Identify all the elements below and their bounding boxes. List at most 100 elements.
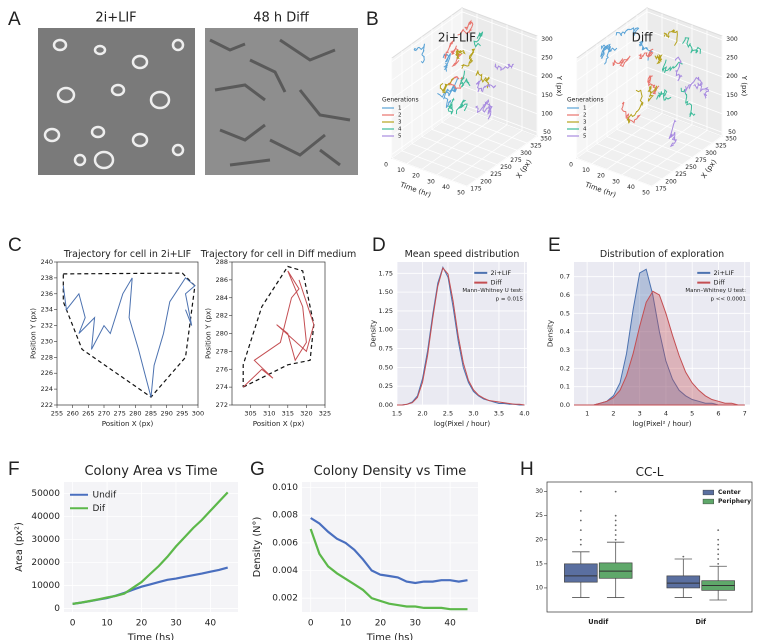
legend-label: 2 [583,113,587,119]
time-tick-label: 20 [597,173,605,180]
outlier [717,538,720,541]
panel-label: G [250,459,265,480]
annotation: Mann–Whitney U test: [685,288,746,294]
trajectory-texture [656,88,672,101]
x-tick-label: 10 [101,619,113,629]
x-tick-label: 270 [98,410,110,418]
trajectory-texture [460,48,476,69]
time-tick-label: 20 [412,173,420,180]
trajectory-texture [455,99,468,115]
y-tick-label: 100 [726,110,738,117]
x-tick-label: 250 [500,164,512,171]
y-tick-label: 278 [216,347,228,355]
plot: 1.5 2.0 2.5 3.0 3.5 4.0 0.00 0.25 0.50 0.75 1.00 1.… [369,249,530,428]
trajectory-texture [600,43,618,59]
chart-title: Colony Density vs Time [314,464,467,479]
trajectory-texture [457,19,474,36]
chart-title: Diff [632,31,654,45]
convex-hull [62,272,196,398]
trajectory [242,270,315,388]
x-tick-label: 30 [170,619,182,629]
y-tick-label: 250 [541,55,553,62]
trajectory-texture [693,82,710,99]
y-tick-label: 0.3 [560,346,570,354]
trajectory-texture [668,119,678,148]
trajectory-texture [654,53,663,65]
legend-label: Center [718,489,741,496]
x-tick-label: 4 [664,410,668,418]
x-tick-label: 265 [82,410,94,418]
time-tick-label: 0 [569,162,573,169]
y-axis-label: Density [546,319,555,347]
y-tick-label: 274 [216,383,228,391]
plot-frame [546,481,753,613]
y-tick-label: 1.25 [379,307,393,315]
x-tick-label: 300 [705,150,717,157]
y-tick-label: 0.75 [379,345,393,353]
convex-hull [242,265,315,388]
y-tick-label: 200 [541,73,553,80]
photo-label: 2i+LIF [95,11,136,26]
annotation: p = 0.015 [496,296,524,302]
y-tick-label: 150 [726,92,738,99]
y-tick-label: 272 [216,401,228,409]
x-tick-label: 250 [685,164,697,171]
time-tick-label: 40 [442,184,450,191]
panel-label: E [548,235,561,256]
plot: 305 310 315 320 325 272 274 276 278 280 282 284 286 2… [200,249,357,428]
photo-label: 48 h Diff [253,11,310,26]
y-axis-label: Y (px) [740,75,748,97]
outlier [579,543,582,546]
y-tick-label: 0.7 [560,273,570,281]
colonies [43,38,185,170]
x-tick-label: 295 [176,410,188,418]
y-tick-label: 30000 [31,535,60,545]
grid-line [576,66,723,118]
annotation: p << 0.0001 [710,296,746,302]
trajectory-texture [682,37,701,54]
y-tick-label: 0.00 [379,401,393,409]
plot-3d: 0102030405017520022525027530032535050100… [567,7,748,199]
y-tick-label: 222 [41,401,53,409]
trajectory-texture [612,55,631,68]
grid-line [411,43,488,173]
x-tick-label: 325 [715,143,727,150]
y-tick-label: 0.50 [379,363,393,371]
x-tick-label: 2.5 [443,410,453,418]
y-tick-label: 238 [41,274,53,282]
trajectory-texture [473,31,484,48]
x-tick-label: 4.0 [519,410,529,418]
grid-line [401,50,478,180]
trajectory [62,277,196,398]
legend-label: 2i+LIF [491,269,512,277]
chart-title: Distribution of exploration [600,249,724,260]
x-tick-label: 275 [695,157,707,164]
chart-title: Colony Area vs Time [84,464,217,479]
grid-line [626,22,703,151]
y-tick-label: 0.1 [560,383,570,391]
outlier [614,529,617,532]
time-tick-label: 30 [427,178,435,185]
x-tick-label: 310 [263,410,275,418]
time-tick-label: 0 [384,162,388,169]
x-tick-label: 3.5 [494,410,504,418]
trajectory-texture [663,29,678,46]
y-tick-label: 50 [543,129,551,136]
x-tick-label: 255 [51,410,63,418]
grid-line [576,58,653,187]
y-tick-label: 200 [726,73,738,80]
trajectory-texture [615,27,640,37]
trajectory-texture [674,56,683,82]
grid-line [576,85,723,137]
grid-line [596,43,673,173]
x-tick-label: 1 [585,410,589,418]
outlier [717,553,720,556]
chart-title: CC-L [636,465,664,479]
x-axis-label: log(Pixel² / hour) [632,419,691,428]
plot-background [302,482,478,612]
y-tick-label: 240 [41,258,53,266]
panel-label: F [8,459,20,480]
outlier [614,524,617,527]
x-tick-label: 300 [192,410,204,418]
photo-diff: 48 h Diff [205,11,358,175]
